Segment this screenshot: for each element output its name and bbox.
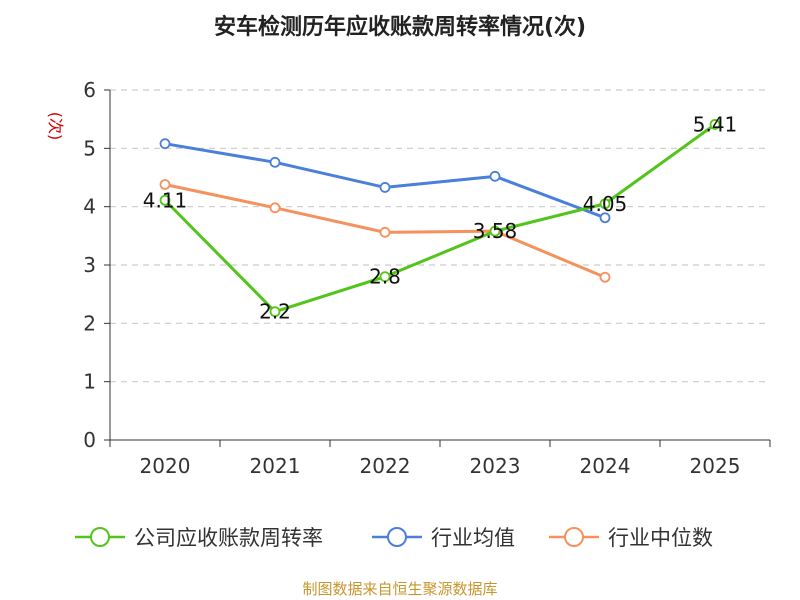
data-point bbox=[599, 271, 611, 283]
legend-label: 行业均值 bbox=[431, 526, 515, 550]
legend-marker bbox=[90, 527, 110, 547]
data-label: 4.11 bbox=[143, 188, 188, 212]
y-tick-labels: 0 1 2 3 4 5 6 bbox=[83, 78, 96, 452]
data-point bbox=[599, 198, 611, 210]
x-tick-label: 2020 bbox=[140, 454, 191, 478]
y-tick-label: 3 bbox=[83, 253, 96, 277]
x-tick-labels: 2020 2021 2022 2023 2024 2025 bbox=[140, 454, 741, 478]
data-point bbox=[269, 306, 281, 318]
legend-item[interactable]: 公司应收账款周转率 bbox=[75, 526, 323, 550]
data-label: 3.58 bbox=[473, 219, 518, 243]
data-point bbox=[379, 271, 391, 283]
legend-marker bbox=[564, 527, 584, 547]
data-label: 4.05 bbox=[583, 192, 628, 216]
legend-label: 行业中位数 bbox=[608, 526, 713, 550]
x-tick-label: 2021 bbox=[250, 454, 301, 478]
series-lines bbox=[159, 119, 721, 318]
data-point bbox=[269, 156, 281, 168]
data-point bbox=[379, 226, 391, 238]
source-note: 制图数据来自恒生聚源数据库 bbox=[302, 580, 497, 598]
data-point bbox=[269, 202, 281, 214]
y-tick-label: 4 bbox=[83, 195, 96, 219]
axes bbox=[104, 89, 771, 447]
legend-marker bbox=[387, 527, 407, 547]
y-axis-label: (次) bbox=[46, 112, 65, 141]
x-tick-label: 2023 bbox=[470, 454, 521, 478]
x-tick-label: 2024 bbox=[580, 454, 631, 478]
data-point bbox=[379, 182, 391, 193]
y-tick-label: 6 bbox=[83, 78, 96, 102]
y-tick-label: 5 bbox=[83, 136, 96, 160]
data-point bbox=[159, 138, 171, 150]
legend: 公司应收账款周转率 行业均值 行业中位数 bbox=[75, 526, 713, 550]
data-label: 2.2 bbox=[259, 300, 291, 324]
data-point bbox=[159, 194, 171, 206]
x-tick-label: 2025 bbox=[690, 454, 741, 478]
legend-label: 公司应收账款周转率 bbox=[134, 526, 323, 550]
y-tick-label: 1 bbox=[83, 370, 96, 394]
data-label: 2.8 bbox=[369, 265, 401, 289]
data-label: 5.41 bbox=[693, 112, 738, 136]
gridlines bbox=[110, 89, 770, 383]
data-point bbox=[709, 119, 721, 130]
x-tick-label: 2022 bbox=[360, 454, 411, 478]
data-labels: 4.11 2.2 2.8 3.58 4.05 5.41 bbox=[143, 112, 738, 323]
y-tick-label: 2 bbox=[83, 311, 96, 335]
chart-title: 安车检测历年应收账款周转率情况(次) bbox=[214, 14, 586, 40]
legend-item[interactable]: 行业中位数 bbox=[549, 526, 713, 550]
legend-item[interactable]: 行业均值 bbox=[372, 526, 515, 550]
data-point bbox=[159, 179, 171, 190]
data-point bbox=[489, 225, 501, 237]
data-point bbox=[599, 212, 611, 224]
data-point bbox=[489, 170, 501, 182]
series-line bbox=[163, 123, 716, 314]
y-tick-label: 0 bbox=[83, 428, 96, 452]
